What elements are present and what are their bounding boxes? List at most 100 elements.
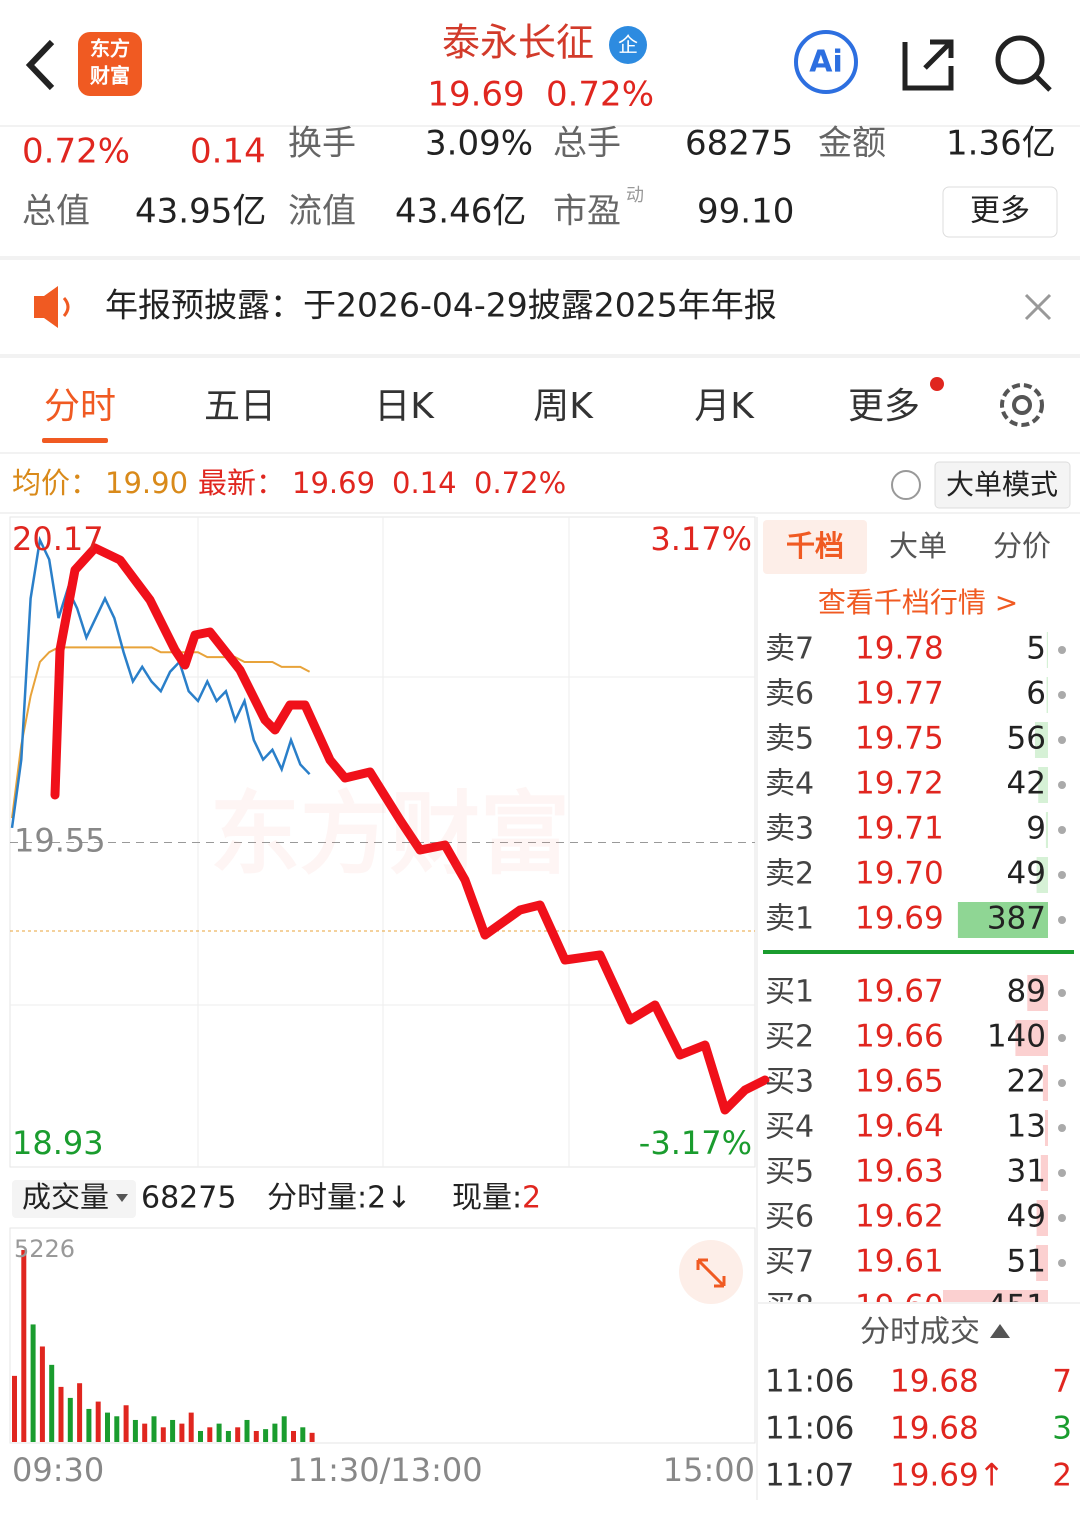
divider bbox=[0, 354, 1080, 358]
trade-time: 11:06 bbox=[765, 1411, 854, 1447]
level-price: 19.63 bbox=[855, 1154, 944, 1190]
volume-bar bbox=[105, 1412, 110, 1442]
trade-qty: 3 bbox=[1052, 1411, 1072, 1447]
level-price: 19.65 bbox=[855, 1064, 944, 1100]
level-qty: 9 bbox=[1026, 811, 1046, 847]
speaker-wave bbox=[62, 297, 70, 317]
level-dot bbox=[1058, 646, 1066, 654]
level-price: 19.66 bbox=[855, 1019, 944, 1055]
tab[interactable]: 周K bbox=[533, 386, 594, 427]
volume-bar bbox=[225, 1430, 231, 1442]
current-volume: 2 bbox=[522, 1181, 541, 1216]
info: 19.90 bbox=[105, 466, 188, 500]
level-dot bbox=[1058, 1124, 1066, 1132]
trade-price: 19.68 bbox=[890, 1411, 979, 1447]
tab[interactable]: 五日 bbox=[204, 386, 276, 427]
book-tab[interactable]: 千档 bbox=[786, 529, 844, 563]
level-qty: 56 bbox=[1007, 721, 1046, 757]
volume-selector[interactable] bbox=[12, 1180, 136, 1218]
level-label: 买8 bbox=[765, 1290, 814, 1325]
tab[interactable]: 更多 bbox=[848, 386, 920, 427]
level-label: 买2 bbox=[765, 1020, 814, 1055]
volume-bar bbox=[95, 1401, 101, 1442]
tab[interactable]: 分时 bbox=[44, 386, 116, 427]
logo bbox=[78, 32, 142, 96]
level-dot bbox=[1058, 1214, 1066, 1222]
level-dot bbox=[1058, 1079, 1066, 1087]
qty-bar bbox=[943, 1290, 1048, 1302]
volume-label: 成交量 bbox=[22, 1180, 109, 1214]
volume-bar bbox=[77, 1383, 83, 1442]
stat: 68275 bbox=[685, 124, 793, 164]
level-dot bbox=[1058, 1034, 1066, 1042]
minute-volume: 分时量:2↓ bbox=[267, 1181, 411, 1216]
volume-bar bbox=[263, 1429, 269, 1442]
volume-bar bbox=[151, 1416, 157, 1442]
volume-bar bbox=[58, 1386, 64, 1442]
level-price: 19.67 bbox=[855, 974, 944, 1010]
current-label: 现量: bbox=[452, 1181, 522, 1216]
y-max-label: 20.17 bbox=[12, 520, 104, 558]
share-button[interactable] bbox=[902, 39, 954, 91]
qty-bar bbox=[1045, 812, 1048, 848]
trade-qty: 2 bbox=[1052, 1458, 1072, 1494]
mode-button[interactable] bbox=[934, 461, 1071, 509]
time-label: 09:30 bbox=[12, 1451, 104, 1489]
volume-total: 68275 bbox=[141, 1181, 236, 1216]
level-dot bbox=[1058, 989, 1066, 997]
stat: 43.46亿 bbox=[395, 192, 526, 232]
pct-min-label: -3.17% bbox=[639, 1124, 752, 1162]
pre-close-label: 19.55 bbox=[14, 822, 106, 860]
level-qty: 13 bbox=[1007, 1109, 1046, 1145]
search-button[interactable] bbox=[995, 35, 1045, 85]
divider bbox=[0, 256, 1080, 260]
stat-sup: 动 bbox=[626, 185, 644, 206]
book-tab[interactable]: 大单 bbox=[889, 529, 947, 563]
volume-bar bbox=[244, 1419, 250, 1442]
book-tab[interactable]: 分价 bbox=[993, 529, 1051, 563]
book-link[interactable]: 查看千档行情 > bbox=[818, 586, 1018, 619]
level-price: 19.62 bbox=[855, 1199, 944, 1235]
watermark: 东方财富 bbox=[210, 782, 570, 887]
more-button[interactable] bbox=[942, 186, 1058, 238]
level-qty: 89 bbox=[1007, 974, 1046, 1010]
level-price: 19.61 bbox=[855, 1244, 944, 1280]
stat: 0.72% bbox=[22, 132, 130, 172]
volume-bar bbox=[39, 1346, 45, 1442]
collapse-arrow[interactable] bbox=[990, 1324, 1010, 1338]
stock-name: 泰永长征 bbox=[442, 21, 594, 65]
volume-bar bbox=[170, 1419, 176, 1442]
price: 19.69 bbox=[427, 75, 524, 115]
volume-bar bbox=[207, 1427, 213, 1442]
trade-price: 19.69↑ bbox=[890, 1458, 1005, 1494]
volume-bar bbox=[123, 1405, 129, 1442]
ai-button[interactable] bbox=[794, 30, 858, 94]
tab[interactable]: 月K bbox=[694, 386, 755, 427]
level-label: 买5 bbox=[765, 1155, 814, 1190]
level-dot bbox=[1058, 1169, 1066, 1177]
expand-icon bbox=[696, 1258, 726, 1288]
back-button[interactable] bbox=[25, 39, 55, 91]
close-notice[interactable] bbox=[1024, 293, 1052, 321]
stat: 换手 bbox=[288, 124, 356, 164]
volume-bar bbox=[235, 1427, 241, 1442]
level-label: 卖2 bbox=[765, 857, 814, 892]
level-qty: 31 bbox=[1007, 1154, 1046, 1190]
help-icon[interactable] bbox=[891, 470, 921, 500]
level-dot bbox=[1058, 826, 1066, 834]
stat: 总值 bbox=[22, 192, 90, 232]
level-label: 买4 bbox=[765, 1110, 814, 1145]
settings-button[interactable] bbox=[1000, 383, 1044, 427]
logo-text: 东方 bbox=[90, 37, 130, 61]
time-label: 11:30/13:00 bbox=[287, 1451, 482, 1489]
tab[interactable]: 日K bbox=[374, 386, 435, 427]
level-label: 卖7 bbox=[765, 632, 814, 667]
time-label: 15:00 bbox=[663, 1451, 755, 1489]
level-price: 19.71 bbox=[855, 811, 944, 847]
level-label: 买7 bbox=[765, 1245, 814, 1280]
trade-time: 11:06 bbox=[765, 1364, 854, 1400]
badge bbox=[609, 26, 647, 64]
volume-bar bbox=[291, 1430, 296, 1442]
level-dot bbox=[1058, 691, 1066, 699]
level-dot bbox=[1058, 916, 1066, 924]
